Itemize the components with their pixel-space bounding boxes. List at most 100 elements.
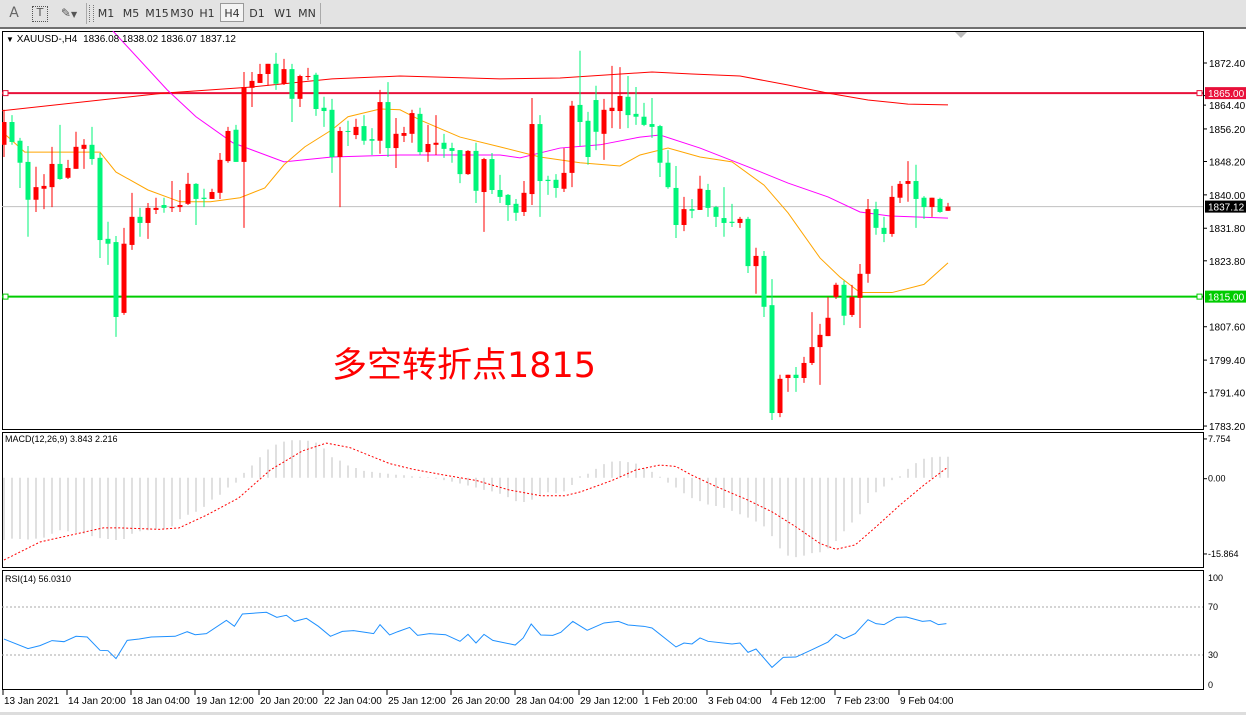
macd-plot	[3, 440, 949, 561]
time-tick-label: 28 Jan 04:00	[516, 696, 574, 707]
candle-body	[265, 63, 271, 74]
candle-body	[337, 130, 343, 158]
macd-tick-label: -15.864	[1208, 549, 1239, 559]
candle-body	[841, 284, 847, 316]
candle-body	[897, 183, 903, 198]
candle-body	[41, 185, 47, 189]
timeframe-w1-button[interactable]: W1	[274, 7, 292, 20]
bullish-candle	[145, 203, 151, 239]
candle-body	[233, 129, 239, 162]
shapes-dropdown-button[interactable]: ✎▼	[56, 4, 82, 23]
timeframe-h4-button[interactable]: H4	[220, 3, 244, 22]
candle-body	[497, 189, 503, 197]
support-price-label-bg	[1205, 290, 1246, 303]
main-plot	[2, 31, 1203, 420]
bullish-candle	[121, 227, 127, 315]
rsi-tick-label: 0	[1208, 680, 1213, 690]
candle-body	[465, 150, 471, 175]
candle-body	[25, 161, 31, 200]
time-tick-label: 7 Feb 23:00	[836, 696, 890, 707]
timeframe-d1-button[interactable]: D1	[249, 7, 265, 20]
bullish-candle	[737, 216, 743, 228]
timeframe-m30-button[interactable]: M30	[170, 7, 194, 20]
candle-body	[329, 109, 335, 158]
candle-body	[57, 163, 63, 179]
macd-signal-line	[3, 442, 949, 561]
bearish-candle	[25, 146, 31, 237]
candle-body	[49, 163, 55, 188]
candle-body	[857, 273, 863, 298]
candle-body	[537, 124, 543, 182]
timeframe-h1-button[interactable]: H1	[199, 7, 215, 20]
candle-body	[305, 76, 311, 78]
candle-body	[377, 102, 383, 141]
candle-body	[825, 317, 831, 337]
bullish-candle	[337, 126, 343, 208]
time-tick-label: 18 Jan 04:00	[132, 696, 190, 707]
candle-body	[9, 122, 15, 142]
ohlc-values: 1836.08 1838.02 1836.07 1837.12	[83, 34, 236, 45]
price-tick-label: 1823.80	[1209, 257, 1246, 268]
candle-body	[785, 374, 791, 379]
candle-body	[169, 207, 175, 209]
chart-header: ▼ XAUUSD-,H4 1836.08 1838.02 1836.07 183…	[6, 34, 236, 45]
candle-body	[113, 242, 119, 317]
bearish-candle	[193, 183, 199, 225]
bearish-candle	[769, 279, 775, 420]
bullish-candle	[897, 181, 903, 204]
bullish-candle	[393, 117, 399, 169]
bullish-candle	[257, 63, 263, 83]
candle-body	[905, 181, 911, 184]
candle-body	[481, 159, 487, 193]
candle-body	[489, 159, 495, 190]
candle-body	[409, 113, 415, 134]
textbox-tool-button[interactable]: T	[32, 6, 48, 22]
toolbar-divider	[320, 3, 321, 24]
candle-body	[585, 120, 591, 158]
price-tick-label: 1791.40	[1209, 389, 1246, 400]
candle-body	[313, 74, 319, 109]
candle-body	[145, 207, 151, 223]
candle-body	[617, 95, 623, 112]
price-tick-label: 1872.40	[1209, 59, 1246, 70]
timeframe-m5-button[interactable]: M5	[122, 7, 140, 20]
macd-title: MACD(12,26,9) 3.843 2.216	[5, 434, 118, 444]
time-tick-label: 26 Jan 20:00	[452, 696, 510, 707]
timeframe-m15-button[interactable]: M15	[145, 7, 169, 20]
candle-body	[217, 159, 223, 193]
bearish-candle	[9, 115, 15, 145]
bullish-candle	[809, 312, 815, 365]
bullish-candle	[2, 109, 7, 158]
candle-body	[689, 209, 695, 211]
candle-body	[889, 196, 895, 234]
timeframe-m1-button[interactable]: M1	[97, 7, 115, 20]
bullish-candle	[49, 146, 55, 208]
candle-body	[385, 102, 391, 149]
candle-body	[457, 150, 463, 175]
time-tick-label: 14 Jan 20:00	[68, 696, 126, 707]
bullish-candle	[73, 131, 79, 169]
bearish-candle	[329, 98, 335, 173]
text-tool-button[interactable]: A	[9, 5, 19, 21]
candle-body	[793, 374, 799, 379]
bearish-candle	[649, 98, 655, 138]
bullish-candle	[129, 192, 135, 250]
bearish-candle	[313, 72, 319, 116]
candle-body	[809, 347, 815, 363]
bearish-candle	[537, 115, 543, 217]
time-tick-label: 3 Feb 04:00	[708, 696, 762, 707]
candle-body	[137, 216, 143, 223]
toolbar-grip[interactable]	[89, 5, 94, 22]
rsi-tick-label: 30	[1208, 650, 1218, 660]
bearish-candle	[745, 216, 751, 274]
bearish-candle	[545, 175, 551, 195]
bullish-candle	[521, 181, 527, 217]
candle-body	[97, 157, 103, 241]
bullish-candle	[65, 159, 71, 179]
candle-body	[553, 179, 559, 188]
timeframe-mn-button[interactable]: MN	[298, 7, 316, 20]
candle-body	[649, 124, 655, 127]
symbol-menu-icon[interactable]: ▼	[6, 35, 14, 44]
bullish-candle	[801, 356, 807, 383]
